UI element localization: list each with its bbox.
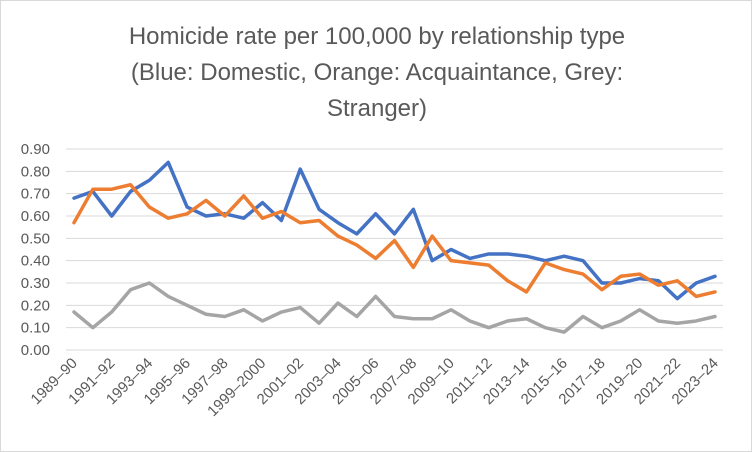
chart-title-line: (Blue: Domestic, Orange: Acquaintance, G… [130, 59, 624, 86]
chart-title: Homicide rate per 100,000 by relationshi… [1, 19, 751, 127]
y-tick-label: 0.90 [21, 141, 50, 158]
y-tick-label: 0.40 [21, 253, 50, 270]
y-tick-label: 0.70 [21, 186, 50, 203]
y-tick-label: 0.60 [21, 208, 50, 225]
y-tick-label: 0.00 [21, 342, 50, 359]
y-tick-label: 0.50 [21, 230, 50, 247]
chart-title-line: Homicide rate per 100,000 by relationshi… [128, 23, 626, 50]
y-tick-label: 0.20 [21, 297, 50, 314]
y-tick-label: 0.30 [21, 275, 50, 292]
y-tick-label: 0.10 [21, 320, 50, 337]
chart-title-line: Stranger) [326, 95, 428, 122]
y-tick-label: 0.80 [21, 163, 50, 180]
series-line-stranger [72, 281, 717, 334]
